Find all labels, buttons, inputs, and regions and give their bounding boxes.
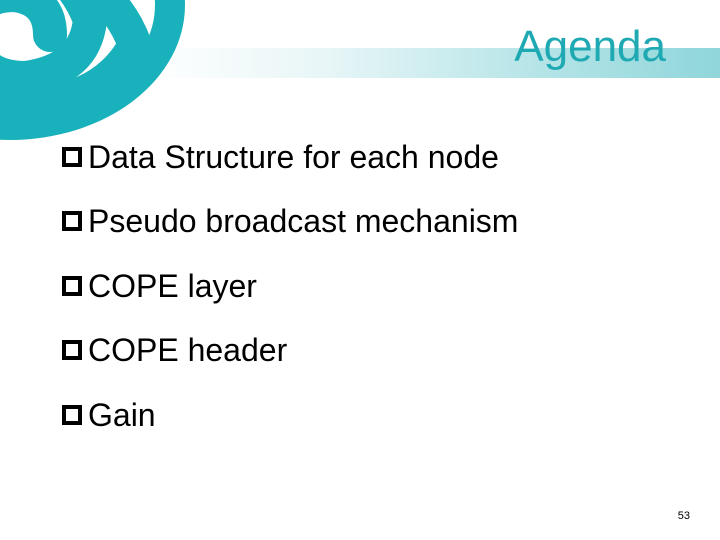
list-item: Gain <box>62 396 670 434</box>
square-bullet-icon <box>62 276 82 296</box>
square-bullet-icon <box>62 147 82 167</box>
list-item: Data Structure for each node <box>62 138 670 176</box>
square-bullet-icon <box>62 340 82 360</box>
square-bullet-icon <box>62 405 82 425</box>
list-item-text: Pseudo broadcast mechanism <box>88 202 518 240</box>
slide-title: Agenda <box>514 22 666 72</box>
page-number: 53 <box>678 510 690 522</box>
list-item-text: Gain <box>88 396 156 434</box>
list-item-text: Data Structure for each node <box>88 138 499 176</box>
list-item: COPE header <box>62 331 670 369</box>
list-item: Pseudo broadcast mechanism <box>62 202 670 240</box>
slide: Agenda Data Structure for each node Pseu… <box>0 0 720 540</box>
list-item-text: COPE header <box>88 331 287 369</box>
bullet-list: Data Structure for each node Pseudo broa… <box>62 138 670 460</box>
list-item: COPE layer <box>62 267 670 305</box>
square-bullet-icon <box>62 211 82 231</box>
list-item-text: COPE layer <box>88 267 257 305</box>
